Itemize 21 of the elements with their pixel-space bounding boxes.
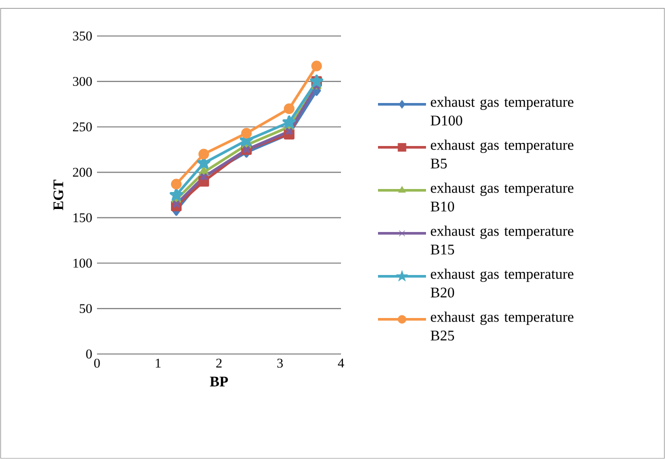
y-tick-label: 350	[73, 32, 92, 40]
y-tick-label: 200	[72, 168, 92, 177]
y-tick-label: 50	[80, 304, 92, 314]
legend-label: exhaust gas temperature B20	[430, 268, 574, 298]
legend-label: exhaust gas temperature D100	[430, 96, 574, 126]
x-tick-label: 3	[277, 358, 283, 368]
legend-label: exhaust gas temperature B5	[430, 140, 574, 168]
x-tick-label: 0	[94, 358, 100, 368]
y-tick-label: 300	[73, 76, 92, 86]
legend-label: exhaust gas temperature B25	[430, 312, 574, 340]
legend-label: exhaust gas temperature B10	[430, 182, 574, 212]
x-tick-label: 2	[216, 358, 222, 368]
x-tick-label: 1	[156, 358, 161, 368]
x-axis-title: BP	[210, 376, 228, 386]
y-tick-label: 0	[86, 350, 92, 358]
legend-label: exhaust gas temperature B15	[430, 226, 574, 254]
x-tick-label: 4	[338, 358, 344, 368]
y-tick-label: 100	[74, 258, 92, 268]
y-tick-label: 150	[74, 213, 92, 222]
y-axis-title: EGT	[53, 180, 64, 210]
y-tick-label: 250	[72, 122, 92, 132]
